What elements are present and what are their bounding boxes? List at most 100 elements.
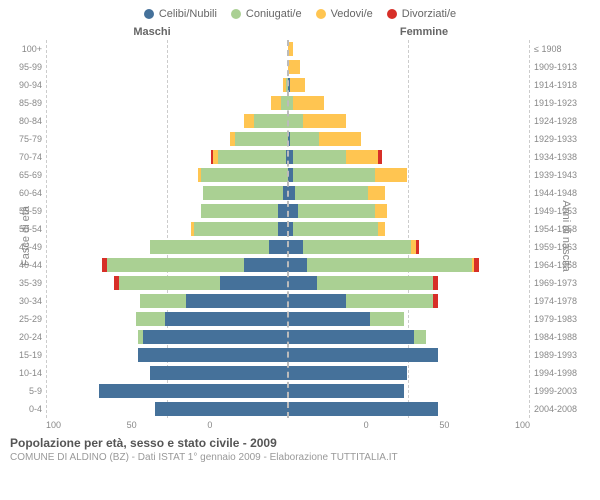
legend-label: Celibi/Nubili bbox=[159, 8, 217, 20]
bar-segment bbox=[288, 186, 295, 200]
gender-headers: Maschi Femmine bbox=[10, 26, 590, 38]
population-pyramid-chart: Celibi/NubiliConiugati/eVedovi/eDivorzia… bbox=[0, 0, 600, 500]
male-bar bbox=[46, 150, 288, 164]
table-row bbox=[46, 364, 288, 382]
bar-segment bbox=[119, 276, 221, 290]
header-female: Femmine bbox=[288, 26, 530, 38]
male-bar bbox=[46, 78, 288, 92]
table-row bbox=[288, 40, 530, 58]
age-label: 95-99 bbox=[10, 58, 42, 76]
age-label: 25-29 bbox=[10, 310, 42, 328]
bar-segment bbox=[288, 204, 298, 218]
bar-segment bbox=[295, 186, 368, 200]
table-row bbox=[46, 76, 288, 94]
male-bar bbox=[46, 60, 288, 74]
female-bar bbox=[288, 60, 530, 74]
bar-segment bbox=[201, 204, 278, 218]
table-row bbox=[46, 382, 288, 400]
table-row bbox=[46, 130, 288, 148]
table-row bbox=[288, 58, 530, 76]
bar-segment bbox=[254, 114, 288, 128]
bar-segment bbox=[138, 348, 288, 362]
male-half bbox=[46, 40, 288, 418]
female-bar bbox=[288, 312, 530, 326]
female-bar bbox=[288, 402, 530, 416]
bar-segment bbox=[370, 312, 404, 326]
male-bar bbox=[46, 186, 288, 200]
table-row bbox=[46, 400, 288, 418]
table-row bbox=[288, 220, 530, 238]
table-row bbox=[288, 274, 530, 292]
y-axis-left-title: Fasce di età bbox=[20, 206, 32, 266]
birth-label: 1979-1983 bbox=[534, 310, 590, 328]
bar-segment bbox=[288, 258, 307, 272]
bar-segment bbox=[293, 150, 346, 164]
bar-segment bbox=[307, 258, 472, 272]
table-row bbox=[46, 292, 288, 310]
male-bar bbox=[46, 132, 288, 146]
bar-segment bbox=[140, 294, 186, 308]
female-bar bbox=[288, 276, 530, 290]
plot-area: Fasce di età 100+95-9990-9485-8980-8475-… bbox=[10, 40, 590, 418]
bar-segment bbox=[293, 168, 375, 182]
bar-segment bbox=[317, 276, 433, 290]
table-row bbox=[288, 184, 530, 202]
x-tick: 0 bbox=[288, 420, 369, 430]
bar-segment bbox=[288, 240, 303, 254]
bar-segment bbox=[288, 294, 346, 308]
table-row bbox=[288, 130, 530, 148]
table-row bbox=[288, 364, 530, 382]
bar-segment bbox=[244, 114, 254, 128]
male-bar bbox=[46, 240, 288, 254]
bar-segment bbox=[165, 312, 288, 326]
legend: Celibi/NubiliConiugati/eVedovi/eDivorzia… bbox=[10, 8, 590, 20]
male-bar bbox=[46, 96, 288, 110]
age-label: 100+ bbox=[10, 40, 42, 58]
age-label: 30-34 bbox=[10, 292, 42, 310]
table-row bbox=[288, 328, 530, 346]
age-label: 85-89 bbox=[10, 94, 42, 112]
bar-segment bbox=[220, 276, 288, 290]
age-label: 80-84 bbox=[10, 112, 42, 130]
footer: Popolazione per età, sesso e stato civil… bbox=[10, 436, 590, 463]
male-bar bbox=[46, 258, 288, 272]
bar-segment bbox=[375, 168, 406, 182]
bar-segment bbox=[288, 348, 438, 362]
female-bar bbox=[288, 78, 530, 92]
birth-label: 1984-1988 bbox=[534, 328, 590, 346]
bar-segment bbox=[293, 96, 324, 110]
bar-segment bbox=[288, 330, 414, 344]
legend-swatch bbox=[144, 9, 154, 19]
female-bar bbox=[288, 258, 530, 272]
table-row bbox=[288, 292, 530, 310]
legend-item: Coniugati/e bbox=[231, 8, 302, 20]
table-row bbox=[288, 310, 530, 328]
female-bar bbox=[288, 240, 530, 254]
age-label: 5-9 bbox=[10, 382, 42, 400]
male-bar bbox=[46, 114, 288, 128]
table-row bbox=[288, 382, 530, 400]
bar-segment bbox=[155, 402, 288, 416]
table-row bbox=[288, 346, 530, 364]
legend-swatch bbox=[231, 9, 241, 19]
bar-segment bbox=[201, 168, 288, 182]
table-row bbox=[46, 184, 288, 202]
bar-segment bbox=[290, 78, 305, 92]
female-bar bbox=[288, 150, 530, 164]
table-row bbox=[46, 256, 288, 274]
bar-segment bbox=[269, 240, 288, 254]
x-tick: 0 bbox=[207, 420, 288, 430]
age-label: 60-64 bbox=[10, 184, 42, 202]
x-axis: 100500 050100 bbox=[10, 420, 590, 430]
bar-segment bbox=[288, 402, 438, 416]
female-bar bbox=[288, 204, 530, 218]
table-row bbox=[46, 346, 288, 364]
x-tick: 50 bbox=[369, 420, 450, 430]
birth-label: 2004-2008 bbox=[534, 400, 590, 418]
bar-segment bbox=[378, 150, 383, 164]
age-label: 20-24 bbox=[10, 328, 42, 346]
female-bar bbox=[288, 132, 530, 146]
female-bar bbox=[288, 168, 530, 182]
chart-subtitle: COMUNE DI ALDINO (BZ) - Dati ISTAT 1° ge… bbox=[10, 452, 590, 463]
birth-label: 1934-1938 bbox=[534, 148, 590, 166]
